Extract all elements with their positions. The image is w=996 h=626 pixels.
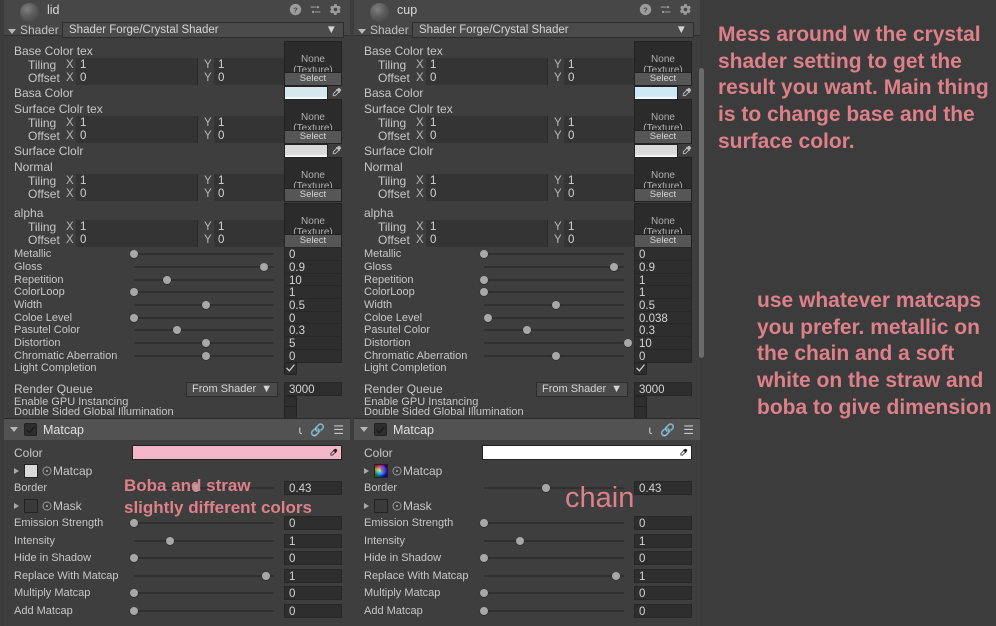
- svg-text:?: ?: [293, 5, 298, 14]
- svg-text:?: ?: [643, 5, 648, 14]
